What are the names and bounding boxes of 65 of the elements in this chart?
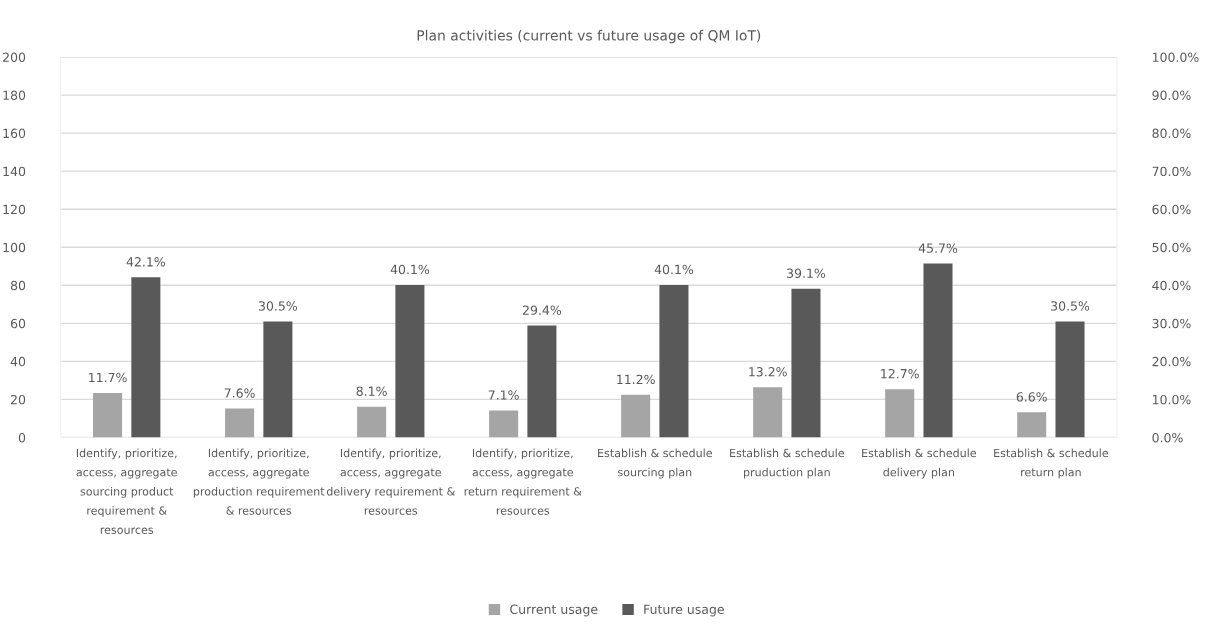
y-tick-label: 160 (3, 128, 26, 139)
data-label: 40.1% (390, 264, 430, 275)
bar (263, 321, 293, 438)
x-tick-label: Identify, prioritize, access, aggregate sourcing product requirement & resources (76, 448, 177, 534)
y2-tick-label: 40.0% (1152, 280, 1191, 291)
data-label: 39.1% (787, 268, 826, 278)
chart-title: Plan activities (current vs future usage of QM IoT) (417, 29, 761, 44)
y2-tick-label: 70.0% (1152, 166, 1191, 177)
y2-tick-label: 10.0% (1152, 394, 1191, 405)
legend-label: Future usage (644, 604, 724, 617)
data-label: 8.1% (356, 386, 387, 396)
y2-tick-label: 20.0% (1152, 356, 1191, 367)
bar (357, 406, 387, 438)
bar (131, 277, 161, 438)
y-tick-label: 80 (10, 280, 26, 291)
data-label: 12.7% (881, 368, 919, 379)
data-label: 11.2% (617, 374, 655, 385)
bar (1017, 412, 1047, 438)
legend-label: Current usage (510, 604, 598, 617)
y2-tick-label: 60.0% (1152, 204, 1191, 215)
data-label: 30.5% (1051, 301, 1090, 311)
data-label: 7.1% (488, 390, 519, 400)
x-tick-label: Establish & schedule sourcing plan (598, 448, 712, 479)
y-tick-label: 60 (10, 318, 26, 329)
bar (93, 392, 123, 438)
bar (225, 408, 255, 438)
y2-tick-label: 0.0% (1152, 432, 1183, 443)
x-tick-label: Establish & schedule delivery plan (862, 448, 977, 479)
data-label: 42.1% (126, 257, 166, 267)
y2-tick-label: 90.0% (1152, 90, 1191, 101)
y-tick-label: 180 (3, 90, 26, 101)
y-tick-label: 200 (3, 52, 26, 62)
bar (791, 288, 821, 438)
y2-tick-label: 50.0% (1152, 242, 1191, 253)
bar (753, 387, 783, 438)
data-label: 11.7% (89, 372, 127, 383)
data-label: 7.6% (224, 388, 255, 398)
data-label: 13.2% (749, 367, 787, 377)
bar (1055, 321, 1085, 438)
y-tick-label: 0 (18, 432, 26, 443)
y-tick-label: 20 (10, 394, 26, 405)
y2-tick-label: 30.0% (1152, 318, 1191, 329)
bar (395, 284, 425, 438)
y-tick-label: 140 (3, 166, 26, 177)
data-label: 29.4% (522, 305, 562, 315)
bar (527, 325, 557, 438)
y2-tick-label: 80.0% (1152, 128, 1191, 139)
y-tick-label: 40 (10, 356, 26, 367)
data-label: 45.7% (918, 243, 958, 253)
bar (885, 389, 915, 438)
x-tick-label: Establish & schedule return plan (994, 448, 1109, 479)
data-label: 30.5% (258, 301, 298, 311)
y-tick-label: 120 (3, 204, 26, 215)
data-label: 6.6% (1016, 392, 1047, 402)
x-tick-label: Establish & schedule pruduction plan (730, 448, 845, 479)
x-tick-label: Identify, prioritize, access, aggregate delivery requirement & resources (326, 448, 455, 515)
y2-tick-label: 100.0% (1152, 52, 1199, 62)
data-label: 40.1% (654, 264, 694, 275)
bar (621, 394, 651, 438)
bar (923, 263, 953, 438)
bar (659, 284, 689, 438)
y-tick-label: 100 (3, 242, 26, 253)
x-tick-label: Identify, prioritize, access, aggregate return requirement & resources (464, 448, 582, 515)
x-tick-label: Identify, prioritize, access, aggregate production requirement & resources (193, 448, 325, 515)
bar (489, 410, 519, 438)
